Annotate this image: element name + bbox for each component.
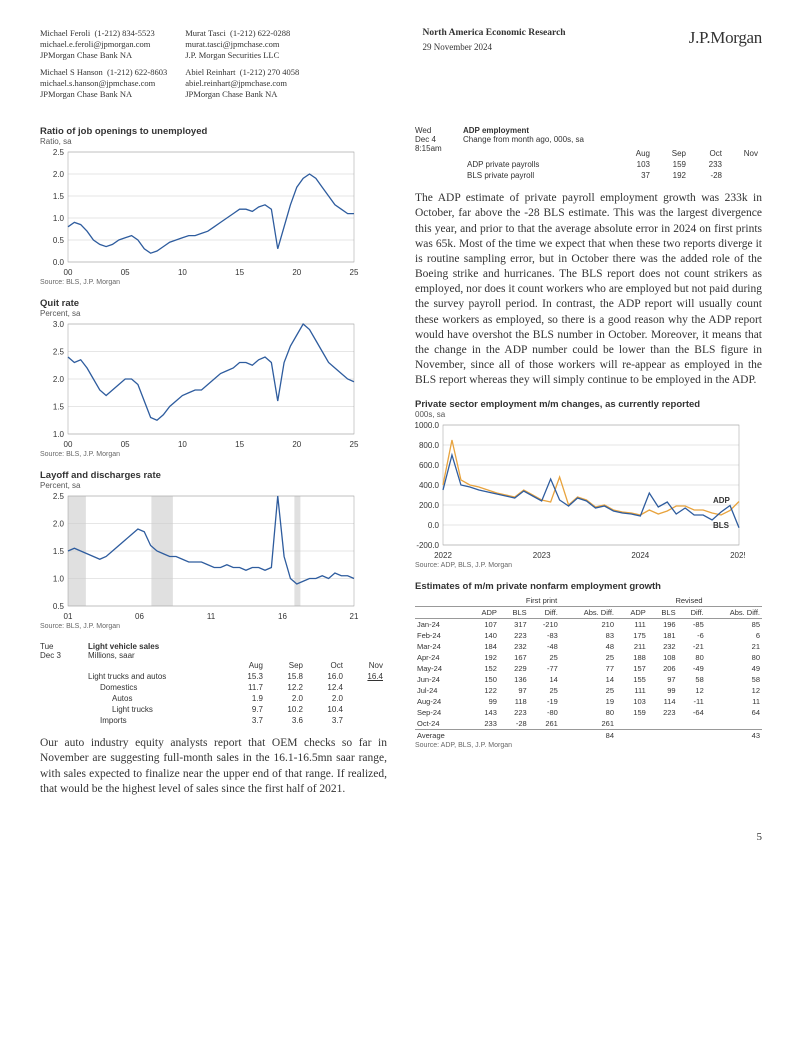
svg-text:15: 15 (235, 268, 244, 277)
chart-subtitle: Percent, sa (40, 309, 387, 318)
svg-text:1000.0: 1000.0 (415, 421, 440, 430)
event-date: Dec 3 (40, 651, 78, 660)
chart-source: Source: BLS, J.P. Morgan (40, 279, 387, 286)
svg-text:2.5: 2.5 (53, 148, 65, 157)
event-day: Wed (415, 126, 453, 135)
svg-text:BLS: BLS (713, 521, 730, 530)
svg-text:1.5: 1.5 (53, 192, 65, 201)
svg-text:2.0: 2.0 (53, 520, 65, 529)
table-source: Source: ADP, BLS, J.P. Morgan (415, 742, 762, 749)
svg-text:2.5: 2.5 (53, 348, 65, 357)
light-vehicle-event: Tue Dec 3 Light vehicle sales Millions, … (40, 642, 387, 726)
chart-title: Quit rate (40, 298, 387, 309)
svg-text:25: 25 (350, 440, 359, 449)
svg-text:1.0: 1.0 (53, 575, 65, 584)
event-title: Light vehicle sales (88, 642, 387, 651)
brand-logo: J.P.Morgan (689, 28, 762, 106)
svg-text:-200.0: -200.0 (416, 541, 439, 550)
chart-svg: -200.0 0.0 200.0 400.0 600.0 800.0 1000.0 2022 2… (415, 421, 745, 561)
svg-text:25: 25 (350, 268, 359, 277)
svg-text:20: 20 (292, 268, 301, 277)
estimates-table-block: Estimates of m/m private nonfarm employm… (415, 581, 762, 749)
main-content: Ratio of job openings to unemployed Rati… (40, 126, 762, 807)
event-sub: Millions, saar (88, 651, 387, 660)
event-date: Dec 4 (415, 135, 453, 144)
svg-text:3.0: 3.0 (53, 320, 65, 329)
adp-paragraph: The ADP estimate of private payroll empl… (415, 191, 762, 388)
chart-job-openings: Ratio of job openings to unemployed Rati… (40, 126, 387, 286)
svg-text:00: 00 (64, 440, 73, 449)
chart-private-employment: Private sector employment m/m changes, a… (415, 399, 762, 569)
chart-subtitle: 000s, sa (415, 410, 762, 419)
header-center: North America Economic Research 29 Novem… (422, 28, 565, 106)
svg-text:10: 10 (178, 440, 187, 449)
right-column: Wed Dec 4 8:15am ADP employment Change f… (415, 126, 762, 807)
svg-text:1.0: 1.0 (53, 214, 65, 223)
svg-text:0.5: 0.5 (53, 236, 65, 245)
chart-source: Source: BLS, J.P. Morgan (40, 451, 387, 458)
estimates-table: First printRevisedADPBLSDiff.Abs. Diff.A… (415, 595, 762, 741)
svg-text:20: 20 (292, 440, 301, 449)
svg-text:1.5: 1.5 (53, 403, 65, 412)
page-number: 5 (40, 831, 762, 843)
author-block: Michael S Hanson (1-212) 622-8603michael… (40, 67, 167, 100)
chart-subtitle: Percent, sa (40, 481, 387, 490)
svg-text:01: 01 (64, 612, 73, 621)
chart-layoff-rate: Layoff and discharges rate Percent, sa 0… (40, 470, 387, 630)
svg-text:400.0: 400.0 (419, 481, 440, 490)
svg-text:200.0: 200.0 (419, 501, 440, 510)
page-header: Michael Feroli (1-212) 834-5523michael.e… (40, 28, 762, 106)
chart-svg: 0.5 1.0 1.5 2.0 2.5 01 06 11 16 21 (40, 492, 360, 622)
svg-text:2024: 2024 (631, 551, 649, 560)
svg-text:2025: 2025 (730, 551, 745, 560)
chart-subtitle: Ratio, sa (40, 137, 387, 146)
chart-title: Layoff and discharges rate (40, 470, 387, 481)
table-title: Estimates of m/m private nonfarm employm… (415, 581, 762, 592)
chart-svg: 1.0 1.5 2.0 2.5 3.0 00 05 10 15 20 25 (40, 320, 360, 450)
vehicle-sales-table: AugSepOctNovLight trucks and autos15.315… (40, 660, 387, 726)
svg-text:2.0: 2.0 (53, 170, 65, 179)
author-block: Michael Feroli (1-212) 834-5523michael.e… (40, 28, 167, 61)
svg-text:2022: 2022 (434, 551, 452, 560)
svg-text:21: 21 (350, 612, 359, 621)
svg-text:0.0: 0.0 (53, 258, 65, 267)
event-time: 8:15am (415, 144, 453, 153)
report-date: 29 November 2024 (422, 42, 565, 52)
event-title: ADP employment (463, 126, 762, 135)
svg-text:2.5: 2.5 (53, 492, 65, 501)
svg-text:ADP: ADP (713, 496, 731, 505)
svg-text:15: 15 (235, 440, 244, 449)
svg-text:2.0: 2.0 (53, 375, 65, 384)
chart-source: Source: BLS, J.P. Morgan (40, 623, 387, 630)
svg-text:0.5: 0.5 (53, 602, 65, 611)
adp-event: Wed Dec 4 8:15am ADP employment Change f… (415, 126, 762, 181)
chart-title: Ratio of job openings to unemployed (40, 126, 387, 137)
adp-table: AugSepOctNovADP private payrolls10315923… (463, 148, 762, 181)
svg-text:05: 05 (121, 268, 130, 277)
left-column: Ratio of job openings to unemployed Rati… (40, 126, 387, 807)
svg-text:05: 05 (121, 440, 130, 449)
author-block: Abiel Reinhart (1-212) 270 4058abiel.rei… (185, 67, 299, 100)
svg-text:0.0: 0.0 (428, 521, 440, 530)
svg-text:1.0: 1.0 (53, 430, 65, 439)
svg-text:16: 16 (278, 612, 287, 621)
svg-text:06: 06 (135, 612, 144, 621)
svg-text:1.5: 1.5 (53, 547, 65, 556)
svg-text:00: 00 (64, 268, 73, 277)
chart-title: Private sector employment m/m changes, a… (415, 399, 762, 410)
chart-quit-rate: Quit rate Percent, sa 1.0 1.5 2.0 2.5 3.0 00 0… (40, 298, 387, 458)
event-day: Tue (40, 642, 78, 651)
svg-text:600.0: 600.0 (419, 461, 440, 470)
event-sub: Change from month ago, 000s, sa (463, 135, 762, 144)
dept: North America Economic Research (422, 28, 565, 38)
svg-text:10: 10 (178, 268, 187, 277)
svg-text:2023: 2023 (533, 551, 551, 560)
svg-text:800.0: 800.0 (419, 441, 440, 450)
authors-block: Michael Feroli (1-212) 834-5523michael.e… (40, 28, 299, 106)
chart-svg: 0.0 0.5 1.0 1.5 2.0 2.5 00 05 10 15 20 25 (40, 148, 360, 278)
auto-paragraph: Our auto industry equity analysts report… (40, 736, 387, 797)
chart-source: Source: ADP, BLS, J.P. Morgan (415, 562, 762, 569)
svg-text:11: 11 (207, 612, 216, 621)
author-block: Murat Tasci (1-212) 622-0288murat.tasci@… (185, 28, 299, 61)
